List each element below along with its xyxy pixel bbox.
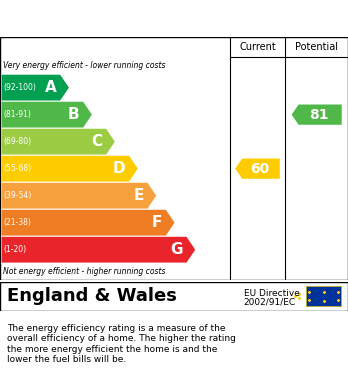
Text: (39-54): (39-54) [3,191,32,200]
Bar [306,286,341,307]
Text: 81: 81 [309,108,328,122]
Polygon shape [2,75,69,100]
Polygon shape [2,129,115,154]
Text: G: G [171,242,183,257]
Polygon shape [2,156,138,181]
Text: England & Wales: England & Wales [7,287,177,305]
Text: Current: Current [239,42,276,52]
Text: (69-80): (69-80) [3,137,32,146]
Polygon shape [2,210,175,236]
Polygon shape [292,104,342,125]
Text: EU Directive: EU Directive [244,289,300,298]
Text: B: B [68,107,80,122]
Polygon shape [2,102,92,127]
Text: E: E [134,188,144,203]
Text: 2002/91/EC: 2002/91/EC [244,298,296,307]
Text: (55-68): (55-68) [3,164,32,173]
Text: (81-91): (81-91) [3,110,31,119]
Text: A: A [45,80,57,95]
Text: Potential: Potential [295,42,338,52]
Text: C: C [92,134,103,149]
Text: 60: 60 [250,161,269,176]
Text: (92-100): (92-100) [3,83,36,92]
Text: The energy efficiency rating is a measure of the
overall efficiency of a home. T: The energy efficiency rating is a measur… [7,324,236,364]
Polygon shape [2,183,156,208]
Polygon shape [235,158,280,179]
Text: Very energy efficient - lower running costs: Very energy efficient - lower running co… [3,61,166,70]
Polygon shape [2,237,195,263]
Text: Energy Efficiency Rating: Energy Efficiency Rating [59,11,289,30]
Text: (21-38): (21-38) [3,218,31,227]
Text: Not energy efficient - higher running costs: Not energy efficient - higher running co… [3,267,166,276]
Text: (1-20): (1-20) [3,245,26,254]
Text: F: F [152,215,163,230]
Text: D: D [113,161,126,176]
